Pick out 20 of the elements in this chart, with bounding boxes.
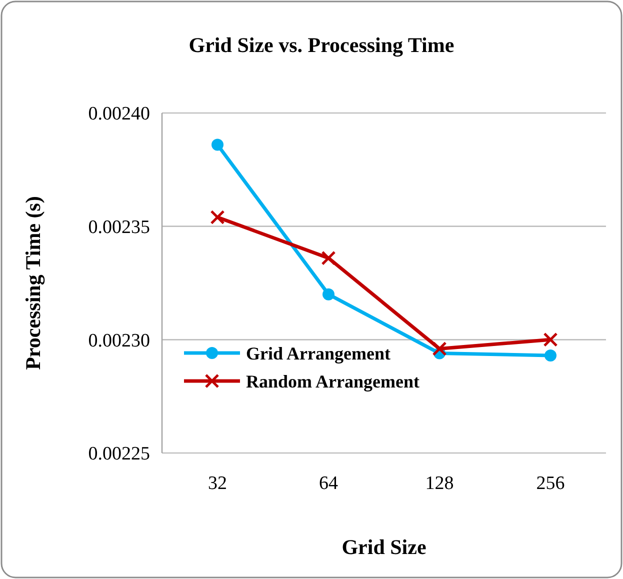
y-axis-title: Processing Time (s) xyxy=(21,196,45,370)
point xyxy=(543,332,558,347)
y-tick-label: 0.00230 xyxy=(88,330,150,352)
point xyxy=(212,138,224,151)
y-tick-label: 0.00240 xyxy=(88,104,150,125)
point xyxy=(322,288,334,300)
legend-label: Grid Arrangement xyxy=(246,343,390,364)
x-axis-title: Grid Size xyxy=(342,535,426,559)
y-tick-label: 0.00235 xyxy=(88,216,150,238)
point xyxy=(432,341,447,356)
y-tick-label: 0.00225 xyxy=(88,444,150,465)
x-tick-label: 128 xyxy=(425,473,454,494)
x-tick-label: 256 xyxy=(536,473,565,494)
x-tick-label: 32 xyxy=(208,473,227,494)
point xyxy=(210,210,225,225)
x-tick-label: 64 xyxy=(319,473,338,494)
chart-title: Grid Size vs. Processing Time xyxy=(188,33,454,57)
point xyxy=(321,250,336,266)
legend-label: Random Arrangement xyxy=(246,371,420,392)
point xyxy=(544,350,556,362)
